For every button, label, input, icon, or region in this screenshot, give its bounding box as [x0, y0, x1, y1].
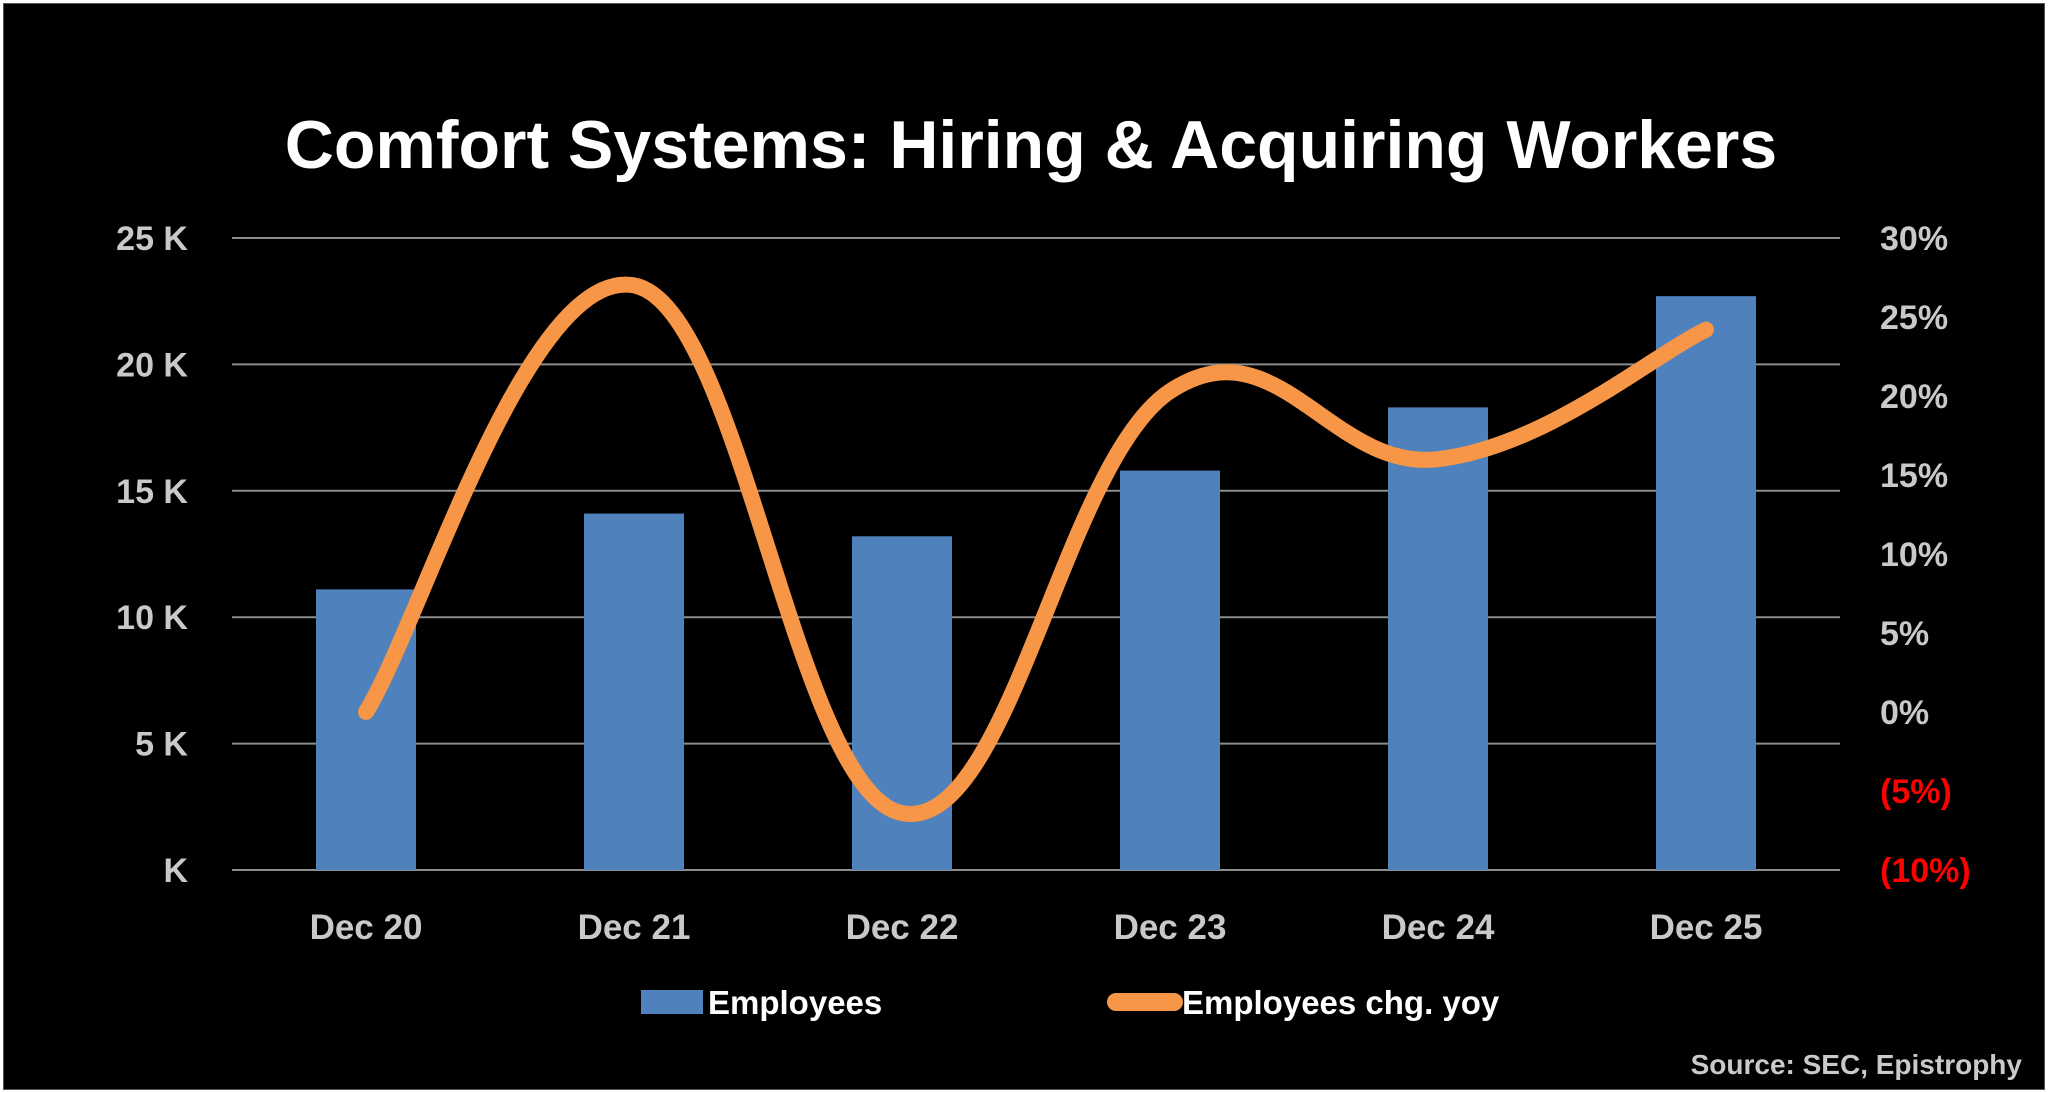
left-tick-label: 20 K — [116, 346, 188, 384]
line-employees-chg-yoy — [358, 276, 1714, 822]
source-note: Source: SEC, Epistrophy — [1691, 1049, 2023, 1080]
legend-swatch-employees — [641, 990, 703, 1014]
x-tick-label: Dec 23 — [1114, 908, 1227, 947]
x-tick-label: Dec 24 — [1382, 908, 1495, 947]
right-tick-label: 10% — [1880, 536, 1948, 574]
right-tick-label: (5%) — [1880, 773, 1952, 811]
legend-label-yoy: Employees chg. yoy — [1182, 984, 1500, 1021]
legend-label-employees: Employees — [708, 984, 882, 1021]
right-tick-label: 25% — [1880, 299, 1948, 337]
right-tick-label: 20% — [1880, 378, 1948, 416]
chart-frame: Comfort Systems: Hiring & Acquiring Work… — [3, 3, 2045, 1090]
x-tick-label: Dec 20 — [310, 908, 423, 947]
x-tick-label: Dec 22 — [846, 908, 959, 947]
right-axis: (10%) (5%) 0% 5% 10% 15% 20% 25% 30% — [1880, 220, 1971, 890]
right-tick-label: 0% — [1880, 694, 1929, 732]
left-tick-label: 5 K — [135, 726, 188, 764]
right-tick-label: (10%) — [1880, 852, 1971, 890]
left-tick-label: 10 K — [116, 599, 188, 637]
legend: Employees Employees chg. yoy — [641, 984, 1500, 1021]
left-tick-label: 25 K — [116, 220, 188, 258]
bar-employees — [1388, 407, 1488, 870]
left-tick-label: K — [163, 852, 188, 890]
bar-employees — [1656, 296, 1756, 870]
x-tick-label: Dec 25 — [1650, 908, 1763, 947]
x-axis: Dec 20 Dec 21 Dec 22 Dec 23 Dec 24 Dec 25 — [310, 908, 1763, 947]
left-tick-label: 15 K — [116, 473, 188, 511]
gridlines — [232, 237, 1840, 871]
bar-series — [316, 296, 1756, 870]
left-axis: K 5 K 10 K 15 K 20 K 25 K — [116, 220, 188, 890]
x-tick-label: Dec 21 — [578, 908, 691, 947]
bar-employees — [584, 513, 684, 870]
right-tick-label: 5% — [1880, 615, 1929, 653]
line-series — [358, 276, 1714, 822]
right-tick-label: 15% — [1880, 457, 1948, 495]
bar-employees — [1120, 470, 1220, 870]
chart-title: Comfort Systems: Hiring & Acquiring Work… — [285, 107, 1777, 183]
chart: Comfort Systems: Hiring & Acquiring Work… — [116, 107, 2023, 1080]
right-tick-label: 30% — [1880, 220, 1948, 258]
